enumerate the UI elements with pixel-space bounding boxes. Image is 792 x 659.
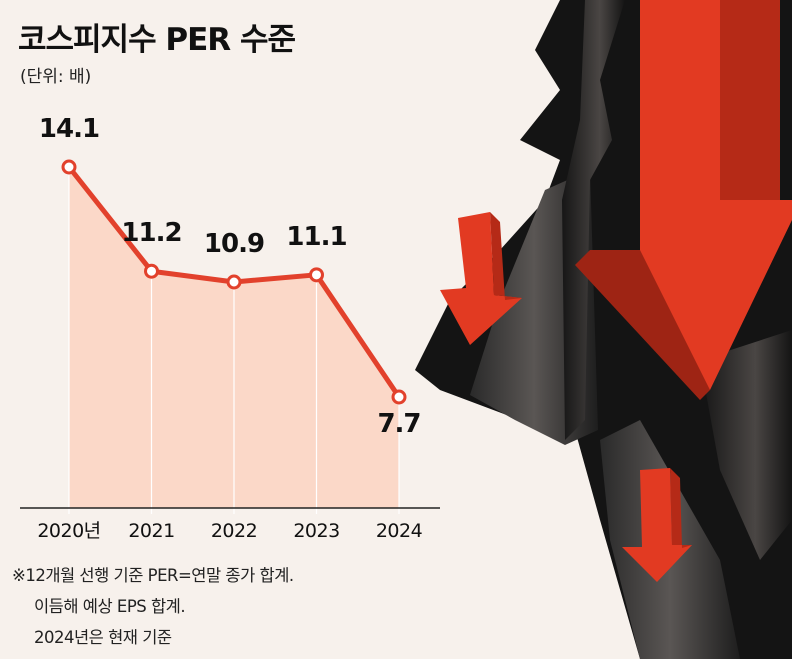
x-tick-label: 2023 bbox=[293, 520, 339, 542]
small-arrow-bottom-icon bbox=[622, 468, 692, 582]
data-label: 11.1 bbox=[286, 222, 346, 252]
data-label: 11.2 bbox=[121, 218, 181, 248]
x-tick-label: 2024 bbox=[376, 520, 423, 542]
x-tick-label: 2020년 bbox=[37, 520, 100, 542]
small-arrow-left-icon bbox=[440, 212, 522, 345]
footnote: ※12개월 선행 기준 PER=연말 종가 합계. 이듬해 예상 EPS 합계.… bbox=[12, 560, 294, 653]
data-point bbox=[309, 267, 324, 283]
footnote-line-2: 이듬해 예상 EPS 합계. bbox=[34, 597, 186, 616]
x-tick-label: 2021 bbox=[128, 520, 174, 542]
x-tick-labels: 2020년 2021 2022 2023 2024 bbox=[37, 520, 423, 542]
data-point bbox=[226, 274, 242, 290]
data-point bbox=[144, 263, 159, 279]
data-point bbox=[61, 159, 77, 175]
data-label: 14.1 bbox=[39, 114, 99, 144]
x-tick-label: 2022 bbox=[211, 520, 257, 542]
chart-title: 코스피지수 PER 수준 bbox=[18, 22, 296, 58]
series-markers bbox=[61, 159, 407, 405]
drop-lines bbox=[68, 167, 400, 514]
big-arrow-icon bbox=[575, 0, 792, 400]
data-point bbox=[391, 389, 407, 405]
data-label: 10.9 bbox=[204, 229, 264, 259]
crack-wall-right bbox=[700, 330, 792, 560]
footnote-line-3: 2024년은 현재 기준 bbox=[34, 628, 172, 647]
per-line-chart: 14.111.2 10.9 11.17.7 2020년 2021 2022 2023 202… bbox=[20, 114, 440, 542]
footnote-line-1: ※12개월 선행 기준 PER=연말 종가 합계. bbox=[12, 566, 294, 585]
crack-wall-middle bbox=[562, 0, 625, 440]
data-label: 7.7 bbox=[377, 409, 420, 439]
falling-arrows bbox=[440, 0, 792, 582]
data-labels: 14.1 11.2 10.9 11.1 7.7 bbox=[39, 114, 422, 439]
unit-label: (단위: 배) bbox=[20, 67, 92, 87]
